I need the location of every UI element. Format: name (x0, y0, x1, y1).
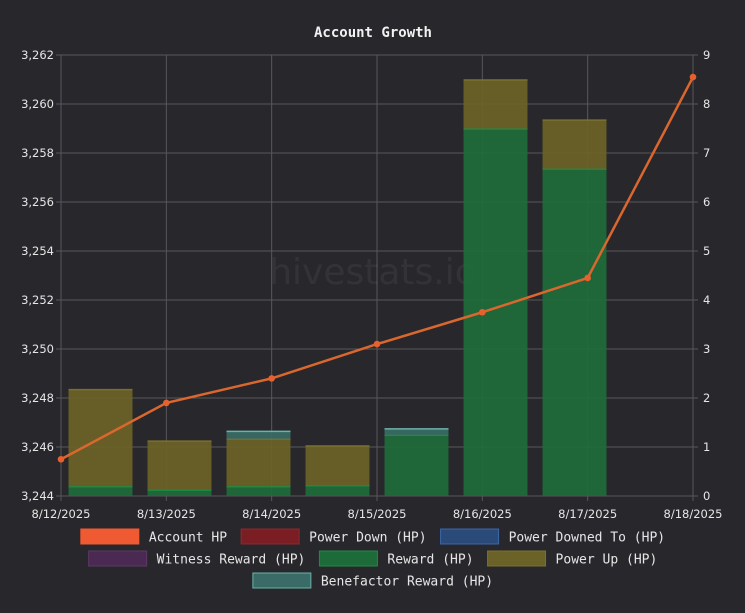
x-tick-label: 8/14/2025 (242, 507, 301, 521)
y-right-tick-label: 3 (703, 342, 710, 356)
bar-segment (305, 485, 370, 496)
y-right-tick-label: 2 (703, 391, 710, 405)
bar-segment (542, 168, 607, 496)
axes: 3,244 3,246 3,248 3,250 3,252 3,254 3,256 3,258… (21, 48, 722, 521)
legend-swatch (487, 550, 547, 567)
watermark: hivestats.io (269, 252, 477, 293)
legend: Account HP Power Down (HP) Power Downed To… (80, 528, 666, 590)
y-right-tick-label: 7 (703, 146, 710, 160)
y-right-tick-label: 5 (703, 244, 710, 258)
y-right-tick-label: 9 (703, 48, 710, 62)
legend-swatch (88, 550, 148, 567)
x-tick-label: 8/15/2025 (348, 507, 407, 521)
bar-segment (305, 445, 370, 486)
bars (68, 79, 607, 496)
bar-segment (226, 430, 291, 439)
legend-label: Power Up (HP) (556, 553, 658, 568)
legend-label: Account HP (149, 531, 227, 546)
x-tick-label: 8/18/2025 (664, 507, 723, 521)
line-point (163, 399, 170, 407)
line-point (57, 455, 65, 463)
bar-segment (147, 489, 212, 496)
legend-swatch (80, 528, 140, 545)
line-point (373, 340, 381, 348)
x-tick-label: 8/16/2025 (453, 507, 512, 521)
y-right-tick-label: 0 (703, 489, 710, 503)
line-point (689, 73, 697, 81)
legend-label: Reward (HP) (387, 553, 473, 568)
y-left-tick-label: 3,256 (21, 195, 54, 209)
legend-label: Power Down (HP) (309, 531, 426, 546)
y-left-tick-label: 3,248 (21, 391, 54, 405)
y-right-tick-label: 8 (703, 97, 710, 111)
bar-segment (68, 486, 133, 496)
y-right-tick-label: 1 (703, 440, 710, 454)
y-left-tick-label: 3,246 (21, 440, 54, 454)
bar-segment (226, 486, 291, 496)
account-hp-line (57, 73, 697, 463)
y-left-tick-label: 3,260 (21, 97, 54, 111)
legend-label: Power Downed To (HP) (509, 531, 666, 546)
bar-segment (463, 79, 528, 129)
legend-label: Witness Reward (HP) (157, 553, 306, 568)
chart-title: Account Growth (314, 25, 432, 41)
legend-swatch (240, 528, 300, 545)
line-point (268, 375, 275, 382)
legend-swatch (318, 550, 378, 567)
x-tick-label: 8/17/2025 (558, 507, 617, 521)
line-point (479, 308, 486, 316)
grid (56, 54, 698, 501)
legend-swatch (252, 572, 312, 589)
bar-segment (463, 128, 528, 496)
bar-segment (542, 119, 607, 169)
y-right-tick-label: 4 (703, 293, 710, 307)
legend-swatch (440, 528, 500, 545)
y-right-tick-label: 6 (703, 195, 710, 209)
x-tick-label: 8/12/2025 (32, 507, 91, 521)
y-left-tick-label: 3,262 (21, 48, 54, 62)
x-tick-label: 8/13/2025 (137, 507, 196, 521)
legend-label: Benefactor Reward (HP) (321, 575, 493, 590)
y-left-tick-label: 3,254 (21, 244, 54, 258)
y-left-tick-label: 3,250 (21, 342, 54, 356)
bar-segment (384, 428, 449, 435)
y-left-tick-label: 3,252 (21, 293, 54, 307)
y-left-tick-label: 3,258 (21, 146, 54, 160)
line-point (584, 274, 591, 282)
bar-segment (226, 438, 291, 487)
y-left-tick-label: 3,244 (21, 489, 54, 503)
bar-segment (147, 440, 212, 490)
bar-segment (384, 434, 449, 496)
